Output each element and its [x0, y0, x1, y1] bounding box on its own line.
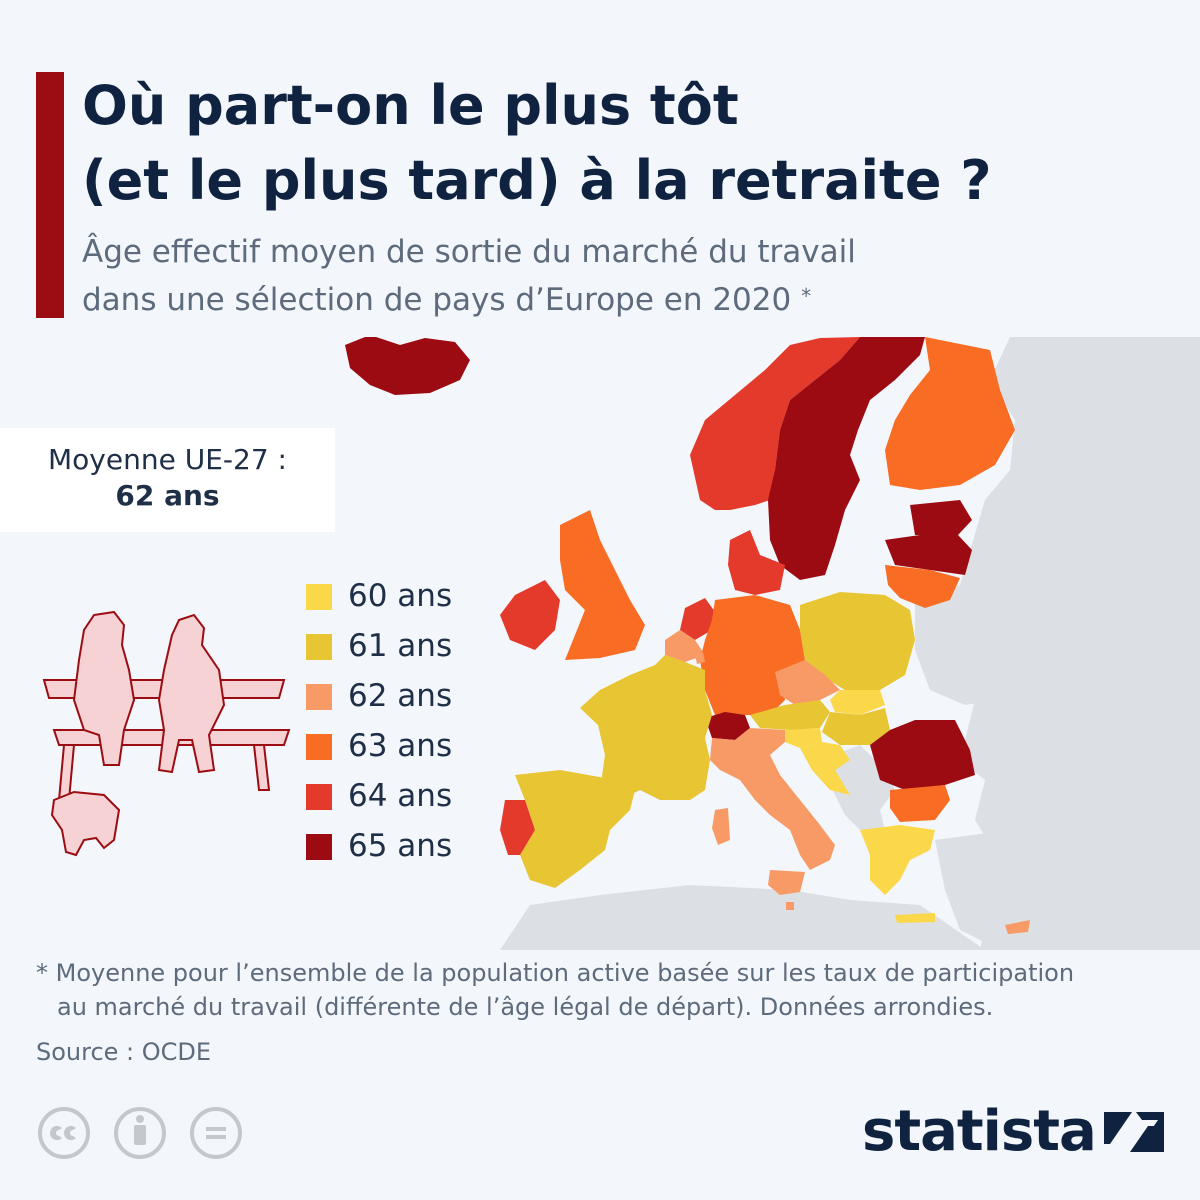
belgium	[665, 630, 705, 662]
finland	[885, 337, 1015, 490]
spain	[515, 770, 635, 888]
poland	[800, 592, 915, 690]
footnote-line-1: * Moyenne pour l’ensemble de la populati…	[36, 959, 1075, 987]
subtitle-footnote-mark: *	[801, 284, 812, 308]
legend-label: 61 ans	[348, 628, 453, 664]
title-line-1: Où part-on le plus tôt	[82, 74, 739, 137]
europe-map	[345, 337, 1200, 950]
turkey-land	[935, 830, 1200, 950]
slovakia	[830, 690, 885, 715]
luxembourg	[695, 652, 705, 664]
title-line-2: (et le plus tard) à la retraite ?	[82, 149, 992, 212]
romania	[870, 720, 975, 790]
russia-east-land	[915, 337, 1200, 950]
portugal	[500, 800, 535, 855]
non-selected-land	[500, 337, 1200, 950]
subtitle-line-2: dans une sélection de pays d’Europe en 2…	[82, 276, 1082, 324]
footnote-line-2: au marché du travail (différente de l’âg…	[57, 993, 994, 1021]
license-icons[interactable]	[36, 1106, 246, 1160]
title-accent-bar	[36, 72, 64, 318]
person-right	[157, 613, 226, 774]
attribution-icon-head	[136, 1115, 144, 1123]
statista-logo-icon	[1104, 1112, 1164, 1152]
chart-title: Où part-on le plus tôt (et le plus tard)…	[82, 68, 1182, 218]
italy	[710, 728, 835, 870]
footnote: * Moyenne pour l’ensemble de la populati…	[36, 956, 1186, 1024]
no-derivatives-bar-top	[206, 1127, 226, 1131]
cyprus	[1005, 920, 1030, 934]
bulgaria	[890, 785, 950, 822]
sweden	[768, 337, 925, 580]
austria	[750, 700, 830, 730]
cc-icon	[38, 1107, 90, 1159]
legend-label: 64 ans	[348, 778, 453, 814]
attribution-icon	[114, 1107, 166, 1159]
eu-average-label: Moyenne UE-27 :	[48, 443, 287, 476]
source-note: Source : OCDE	[36, 1038, 212, 1066]
united-kingdom	[560, 510, 645, 660]
dog	[50, 790, 121, 857]
latvia	[885, 535, 972, 575]
france	[580, 655, 712, 800]
north-africa-land	[500, 885, 985, 950]
statista-logo[interactable]: statista	[862, 1096, 1167, 1170]
sardinia	[712, 808, 730, 845]
denmark	[728, 530, 785, 595]
legend-swatch-63	[306, 734, 332, 760]
no-derivatives-icon	[190, 1107, 242, 1159]
malta	[786, 902, 794, 910]
bench-leg-right	[252, 744, 271, 791]
netherlands	[680, 598, 715, 640]
norway	[690, 337, 860, 510]
croatia	[800, 742, 850, 795]
legend-label: 60 ans	[348, 578, 453, 614]
czech-republic	[775, 660, 840, 705]
eu-average-box: Moyenne UE-27 : 62 ans	[0, 428, 335, 532]
legend-swatch-62	[306, 684, 332, 710]
ireland	[500, 580, 560, 650]
belarus-ukraine-land	[915, 590, 1010, 705]
iceland	[345, 337, 470, 395]
attribution-icon-body	[134, 1125, 146, 1145]
greece	[860, 825, 935, 895]
no-derivatives-bar-bottom	[206, 1135, 226, 1139]
switzerland	[705, 712, 750, 740]
cc-icon-glyph	[49, 1125, 76, 1141]
bench-leg-left	[57, 744, 76, 801]
sicily	[768, 870, 805, 895]
person-left	[72, 610, 136, 766]
eu-average-value: 62 ans	[115, 479, 220, 512]
hungary	[822, 708, 890, 745]
retirees-bench-illustration	[42, 610, 291, 857]
legend-label: 65 ans	[348, 828, 453, 864]
statista-logo-text: statista	[862, 1099, 1097, 1164]
legend-label: 62 ans	[348, 678, 453, 714]
lithuania	[885, 565, 960, 608]
legend-swatch-65	[306, 834, 332, 860]
crete	[895, 913, 935, 923]
legend-label: 63 ans	[348, 728, 453, 764]
slovenia	[785, 728, 822, 748]
chart-subtitle: Âge effectif moyen de sortie du marché d…	[82, 228, 1082, 324]
subtitle-line-1: Âge effectif moyen de sortie du marché d…	[82, 234, 856, 270]
legend-swatch-64	[306, 784, 332, 810]
legend-swatch-60	[306, 584, 332, 610]
legend-swatch-61	[306, 634, 332, 660]
estonia	[910, 500, 972, 535]
subtitle-line-2-text: dans une sélection de pays d’Europe en 2…	[82, 282, 792, 318]
